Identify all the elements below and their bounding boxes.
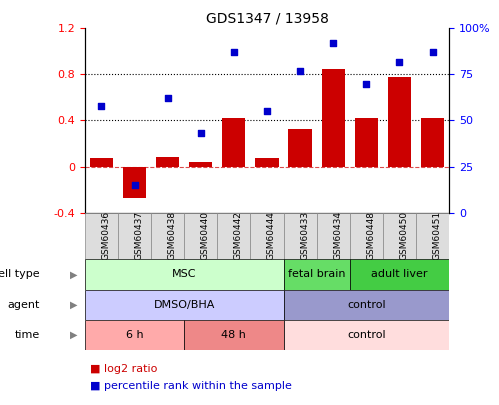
Bar — [90, 158, 113, 166]
Text: DMSO/BHA: DMSO/BHA — [154, 300, 215, 310]
Bar — [288, 128, 312, 166]
Bar — [85, 213, 118, 259]
Text: GSM60442: GSM60442 — [234, 211, 243, 260]
Bar — [350, 213, 383, 259]
Point — [197, 130, 205, 136]
Text: GSM60434: GSM60434 — [333, 211, 342, 260]
Text: 48 h: 48 h — [222, 330, 247, 340]
Bar — [217, 213, 250, 259]
Text: adult liver: adult liver — [371, 269, 428, 279]
Bar — [222, 118, 246, 166]
Point — [131, 182, 139, 188]
Text: 6 h: 6 h — [126, 330, 143, 340]
Point — [429, 49, 437, 55]
Point — [164, 95, 172, 102]
Text: GSM60451: GSM60451 — [433, 211, 442, 260]
Point — [362, 80, 370, 87]
Bar — [416, 213, 449, 259]
Text: GSM60438: GSM60438 — [168, 211, 177, 260]
Text: ▶: ▶ — [70, 300, 77, 310]
Bar — [321, 69, 345, 166]
Bar — [85, 320, 184, 350]
Text: control: control — [347, 330, 386, 340]
Bar — [184, 320, 283, 350]
Bar — [388, 77, 411, 166]
Bar — [283, 259, 350, 290]
Point — [263, 108, 271, 115]
Bar — [250, 213, 283, 259]
Text: ■ log2 ratio: ■ log2 ratio — [90, 364, 157, 375]
Point — [395, 58, 403, 65]
Bar — [118, 213, 151, 259]
Bar — [189, 162, 213, 166]
Bar — [156, 157, 179, 166]
Text: ▶: ▶ — [70, 330, 77, 340]
Bar — [317, 213, 350, 259]
Point — [230, 49, 238, 55]
Text: agent: agent — [7, 300, 40, 310]
Text: GSM60450: GSM60450 — [399, 211, 408, 260]
Point — [97, 102, 105, 109]
Text: control: control — [347, 300, 386, 310]
Bar — [255, 158, 278, 166]
Text: cell type: cell type — [0, 269, 40, 279]
Bar — [283, 290, 449, 320]
Bar — [123, 166, 146, 198]
Title: GDS1347 / 13958: GDS1347 / 13958 — [206, 12, 328, 26]
Text: GSM60436: GSM60436 — [101, 211, 110, 260]
Text: MSC: MSC — [172, 269, 197, 279]
Text: GSM60448: GSM60448 — [366, 211, 375, 260]
Bar — [85, 259, 283, 290]
Bar — [421, 118, 444, 166]
Bar — [184, 213, 217, 259]
Text: ▶: ▶ — [70, 269, 77, 279]
Point — [296, 68, 304, 74]
Text: time: time — [14, 330, 40, 340]
Bar — [383, 213, 416, 259]
Bar — [350, 259, 449, 290]
Text: fetal brain: fetal brain — [288, 269, 345, 279]
Text: GSM60444: GSM60444 — [267, 211, 276, 260]
Text: GSM60437: GSM60437 — [135, 211, 144, 260]
Text: ■ percentile rank within the sample: ■ percentile rank within the sample — [90, 381, 292, 391]
Bar — [283, 213, 317, 259]
Bar — [151, 213, 184, 259]
Bar — [355, 118, 378, 166]
Bar — [283, 320, 449, 350]
Bar — [85, 290, 283, 320]
Text: GSM60433: GSM60433 — [300, 211, 309, 260]
Point — [329, 40, 337, 46]
Text: GSM60440: GSM60440 — [201, 211, 210, 260]
